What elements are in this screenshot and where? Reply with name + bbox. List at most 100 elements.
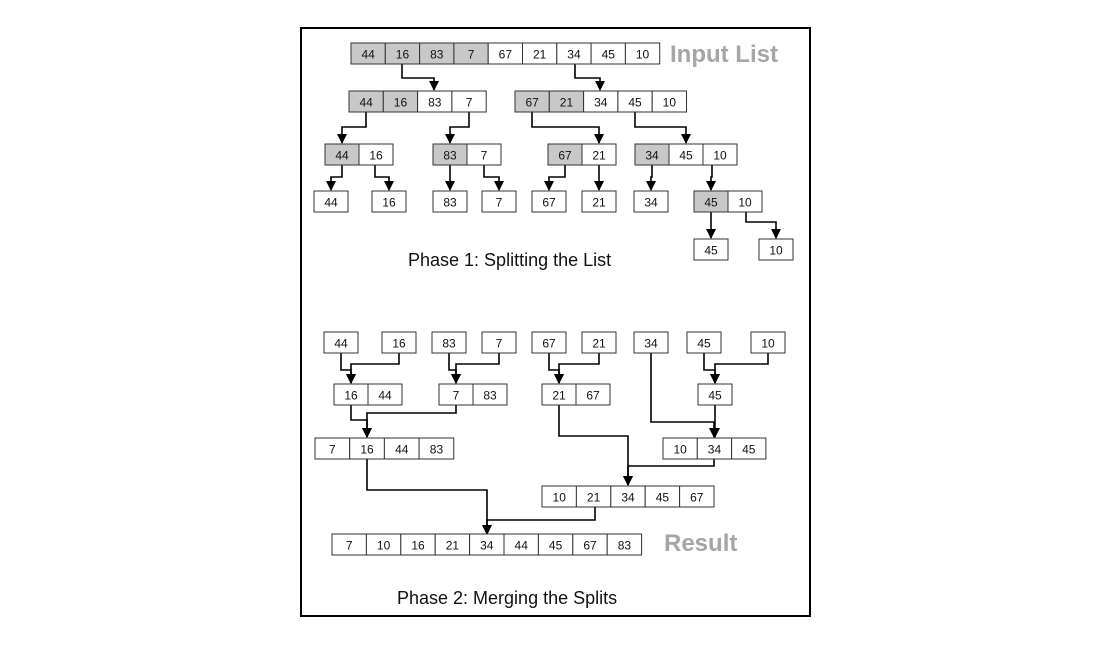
merge-arrow [340, 352, 356, 384]
cell-box [679, 485, 715, 508]
cell-value: 16 [392, 337, 406, 351]
cell-value: 21 [533, 48, 547, 62]
array-p1-leaf-21: 21 [581, 190, 617, 213]
cell-value: 44 [334, 337, 348, 351]
split-arrow [544, 165, 566, 191]
cell-value: 83 [428, 96, 442, 110]
cell-value: 21 [560, 96, 574, 110]
cell-value: 10 [673, 443, 687, 457]
cell-value: 16 [411, 539, 425, 553]
cell-value: 45 [656, 491, 670, 505]
cell-box [481, 331, 517, 354]
cell-value: 44 [335, 149, 349, 163]
array-p2-10-21-34-45-67: 10 21 34 45 67 [541, 485, 715, 508]
cell-box [431, 331, 467, 354]
cell-box [606, 533, 643, 556]
split-arrow [745, 211, 781, 239]
cell-value: 7 [481, 149, 488, 163]
cell-box [702, 143, 738, 166]
merge-arrow [346, 352, 400, 384]
cell-value: 45 [742, 443, 756, 457]
cell-box [727, 190, 763, 213]
cell-value: 7 [468, 48, 475, 62]
array-p2-16-44: 16 44 [333, 383, 403, 406]
cell-box [581, 143, 617, 166]
cell-value: 10 [713, 149, 727, 163]
array-p2-7-83: 7 83 [438, 383, 508, 406]
cell-value: 34 [644, 337, 658, 351]
array-p1-leaf-67: 67 [531, 190, 567, 213]
merge-arrow [548, 352, 564, 384]
array-p2-leaf-44: 44 [323, 331, 359, 354]
cell-value: 21 [592, 196, 606, 210]
merge-arrow [366, 458, 492, 535]
cell-value: 83 [443, 196, 457, 210]
array-p1-34-45-10: 34 45 10 [634, 143, 738, 166]
cell-value: 45 [549, 539, 563, 553]
cell-value: 45 [697, 337, 711, 351]
cell-box [651, 90, 688, 113]
cell-value: 10 [769, 244, 783, 258]
merge-arrow [362, 405, 457, 438]
array-p2-45: 45 [697, 383, 733, 406]
cell-value: 34 [644, 196, 658, 210]
cell-box [481, 190, 517, 213]
cell-box [451, 90, 487, 113]
cell-value: 16 [396, 48, 410, 62]
cell-value: 10 [663, 96, 677, 110]
cell-value: 67 [558, 149, 572, 163]
cell-box [633, 190, 669, 213]
array-p1-leaf-44: 44 [313, 190, 349, 213]
array-p2-21-67: 21 67 [541, 383, 611, 406]
cell-value: 83 [483, 389, 497, 403]
cell-value: 21 [446, 539, 460, 553]
merge-arrow [448, 352, 461, 384]
array-cells: 44 16 83 7 67 21 34 45 10 44 16 83 7 67 21 34 45 10 44 16 83… [313, 42, 794, 556]
cell-value: 44 [378, 389, 392, 403]
array-p1-leaf-83: 83 [432, 190, 468, 213]
array-p1-44-16: 44 16 [324, 143, 394, 166]
array-p1-83-7: 83 7 [432, 143, 502, 166]
cell-value: 7 [466, 96, 473, 110]
array-p2-leaf-21: 21 [581, 331, 617, 354]
cell-value: 7 [496, 337, 503, 351]
array-result: 7 10 16 21 34 44 45 67 83 [331, 533, 643, 556]
cell-value: 16 [394, 96, 408, 110]
cell-value: 7 [346, 539, 353, 553]
cell-value: 45 [704, 196, 718, 210]
array-p2-7-16-44-83: 7 16 44 83 [314, 437, 455, 460]
cell-value: 21 [592, 149, 606, 163]
phase1-caption: Phase 1: Splitting the List [408, 250, 611, 270]
array-p2-leaf-16: 16 [381, 331, 417, 354]
cell-box [367, 383, 403, 406]
merge-arrow [703, 352, 720, 384]
cell-value: 16 [382, 196, 396, 210]
split-arrow [374, 165, 394, 191]
cell-value: 44 [324, 196, 338, 210]
array-p1-leaf-7: 7 [481, 190, 517, 213]
cell-box [750, 331, 786, 354]
cell-value: 83 [430, 48, 444, 62]
merge-arrow [350, 405, 372, 438]
cell-value: 45 [704, 244, 718, 258]
cell-value: 83 [430, 443, 444, 457]
cell-value: 34 [708, 443, 722, 457]
cell-value: 67 [586, 389, 600, 403]
cell-value: 67 [525, 96, 539, 110]
cell-value: 67 [583, 539, 597, 553]
split-arrow [445, 112, 470, 144]
cell-box [531, 331, 567, 354]
cell-value: 44 [359, 96, 373, 110]
array-p2-leaf-7: 7 [481, 331, 517, 354]
cell-box [693, 238, 729, 261]
split-arrow [483, 165, 504, 191]
merge-arrow [482, 505, 596, 535]
connector-arrows [326, 64, 781, 535]
cell-box [323, 331, 359, 354]
cell-value: 67 [542, 337, 556, 351]
cell-value: 21 [592, 337, 606, 351]
cell-box [697, 383, 733, 406]
cell-value: 83 [442, 337, 456, 351]
cell-value: 10 [377, 539, 391, 553]
